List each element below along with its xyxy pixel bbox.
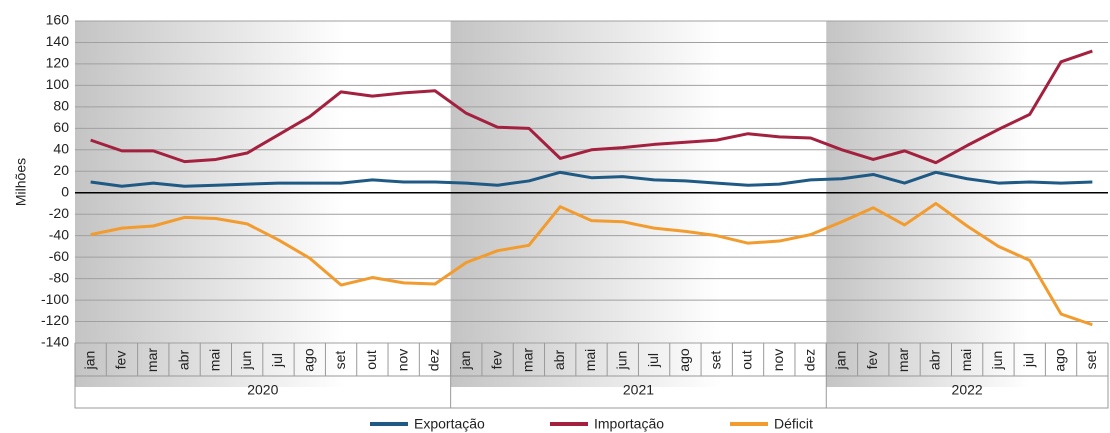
x-tick-label: jul <box>1020 353 1036 368</box>
x-tick-label: jun <box>614 351 630 371</box>
x-tick-label: mar <box>520 348 536 372</box>
y-tick-label: 140 <box>46 33 70 49</box>
year-band <box>75 21 451 387</box>
x-tick-label: jul <box>645 353 661 368</box>
x-tick-label: jun <box>989 351 1005 371</box>
year-band <box>826 21 1108 387</box>
x-tick-label: nov <box>770 349 786 372</box>
x-tick-label: nov <box>394 349 410 372</box>
y-tick-label: 60 <box>53 119 69 135</box>
x-tick-label: out <box>363 350 379 370</box>
x-tick-label: jan <box>457 351 473 371</box>
y-tick-label: 100 <box>46 76 70 92</box>
y-tick-label: -140 <box>41 334 69 350</box>
legend-label: Importação <box>594 416 664 432</box>
y-tick-label: -80 <box>49 269 69 285</box>
y-tick-label: -120 <box>41 312 69 328</box>
series-line <box>90 201 1093 327</box>
y-tick-label: 20 <box>53 162 69 178</box>
y-tick-label: 160 <box>46 12 70 28</box>
x-tick-label: ago <box>676 348 692 372</box>
x-tick-label: mai <box>207 349 223 372</box>
x-tick-label: jun <box>238 351 254 371</box>
year-label: 2022 <box>952 382 983 398</box>
legend-label: Exportação <box>414 416 485 432</box>
y-tick-label: 40 <box>53 141 69 157</box>
series-line <box>90 170 1093 188</box>
x-tick-label: mar <box>895 348 911 372</box>
x-tick-label: abr <box>927 350 943 371</box>
x-tick-label: mar <box>144 348 160 372</box>
x-tick-label: fev <box>864 351 880 370</box>
x-tick-label: ago <box>1052 348 1068 372</box>
year-label: 2021 <box>623 382 654 398</box>
y-tick-label: 0 <box>61 183 69 199</box>
x-tick-label: jan <box>81 351 97 371</box>
y-tick-label: 80 <box>53 98 69 114</box>
x-tick-label: jan <box>833 351 849 371</box>
y-tick-label: -60 <box>49 248 69 264</box>
x-tick-label: abr <box>551 350 567 371</box>
x-tick-label: fev <box>113 351 129 370</box>
x-tick-label: mai <box>582 349 598 372</box>
x-tick-label: set <box>1083 351 1099 370</box>
series-line <box>90 49 1093 165</box>
x-tick-label: ago <box>300 348 316 372</box>
x-tick-label: jul <box>269 353 285 368</box>
x-tick-label: mai <box>958 349 974 372</box>
y-tick-label: 120 <box>46 55 70 71</box>
y-tick-label: -20 <box>49 205 69 221</box>
y-tick-label: -40 <box>49 226 69 242</box>
x-tick-label: set <box>707 351 723 370</box>
x-tick-label: dez <box>426 349 442 372</box>
legend-label: Déficit <box>774 416 813 432</box>
y-tick-label: -100 <box>41 291 69 307</box>
x-tick-label: set <box>332 351 348 370</box>
x-tick-label: abr <box>175 350 191 371</box>
y-axis-label: Milhões <box>13 158 29 206</box>
x-tick-label: fev <box>488 351 504 370</box>
year-band <box>450 21 827 387</box>
x-tick-label: dez <box>801 349 817 372</box>
year-area <box>74 375 1109 409</box>
year-label: 2020 <box>247 382 278 398</box>
x-tick-label: out <box>739 350 755 370</box>
